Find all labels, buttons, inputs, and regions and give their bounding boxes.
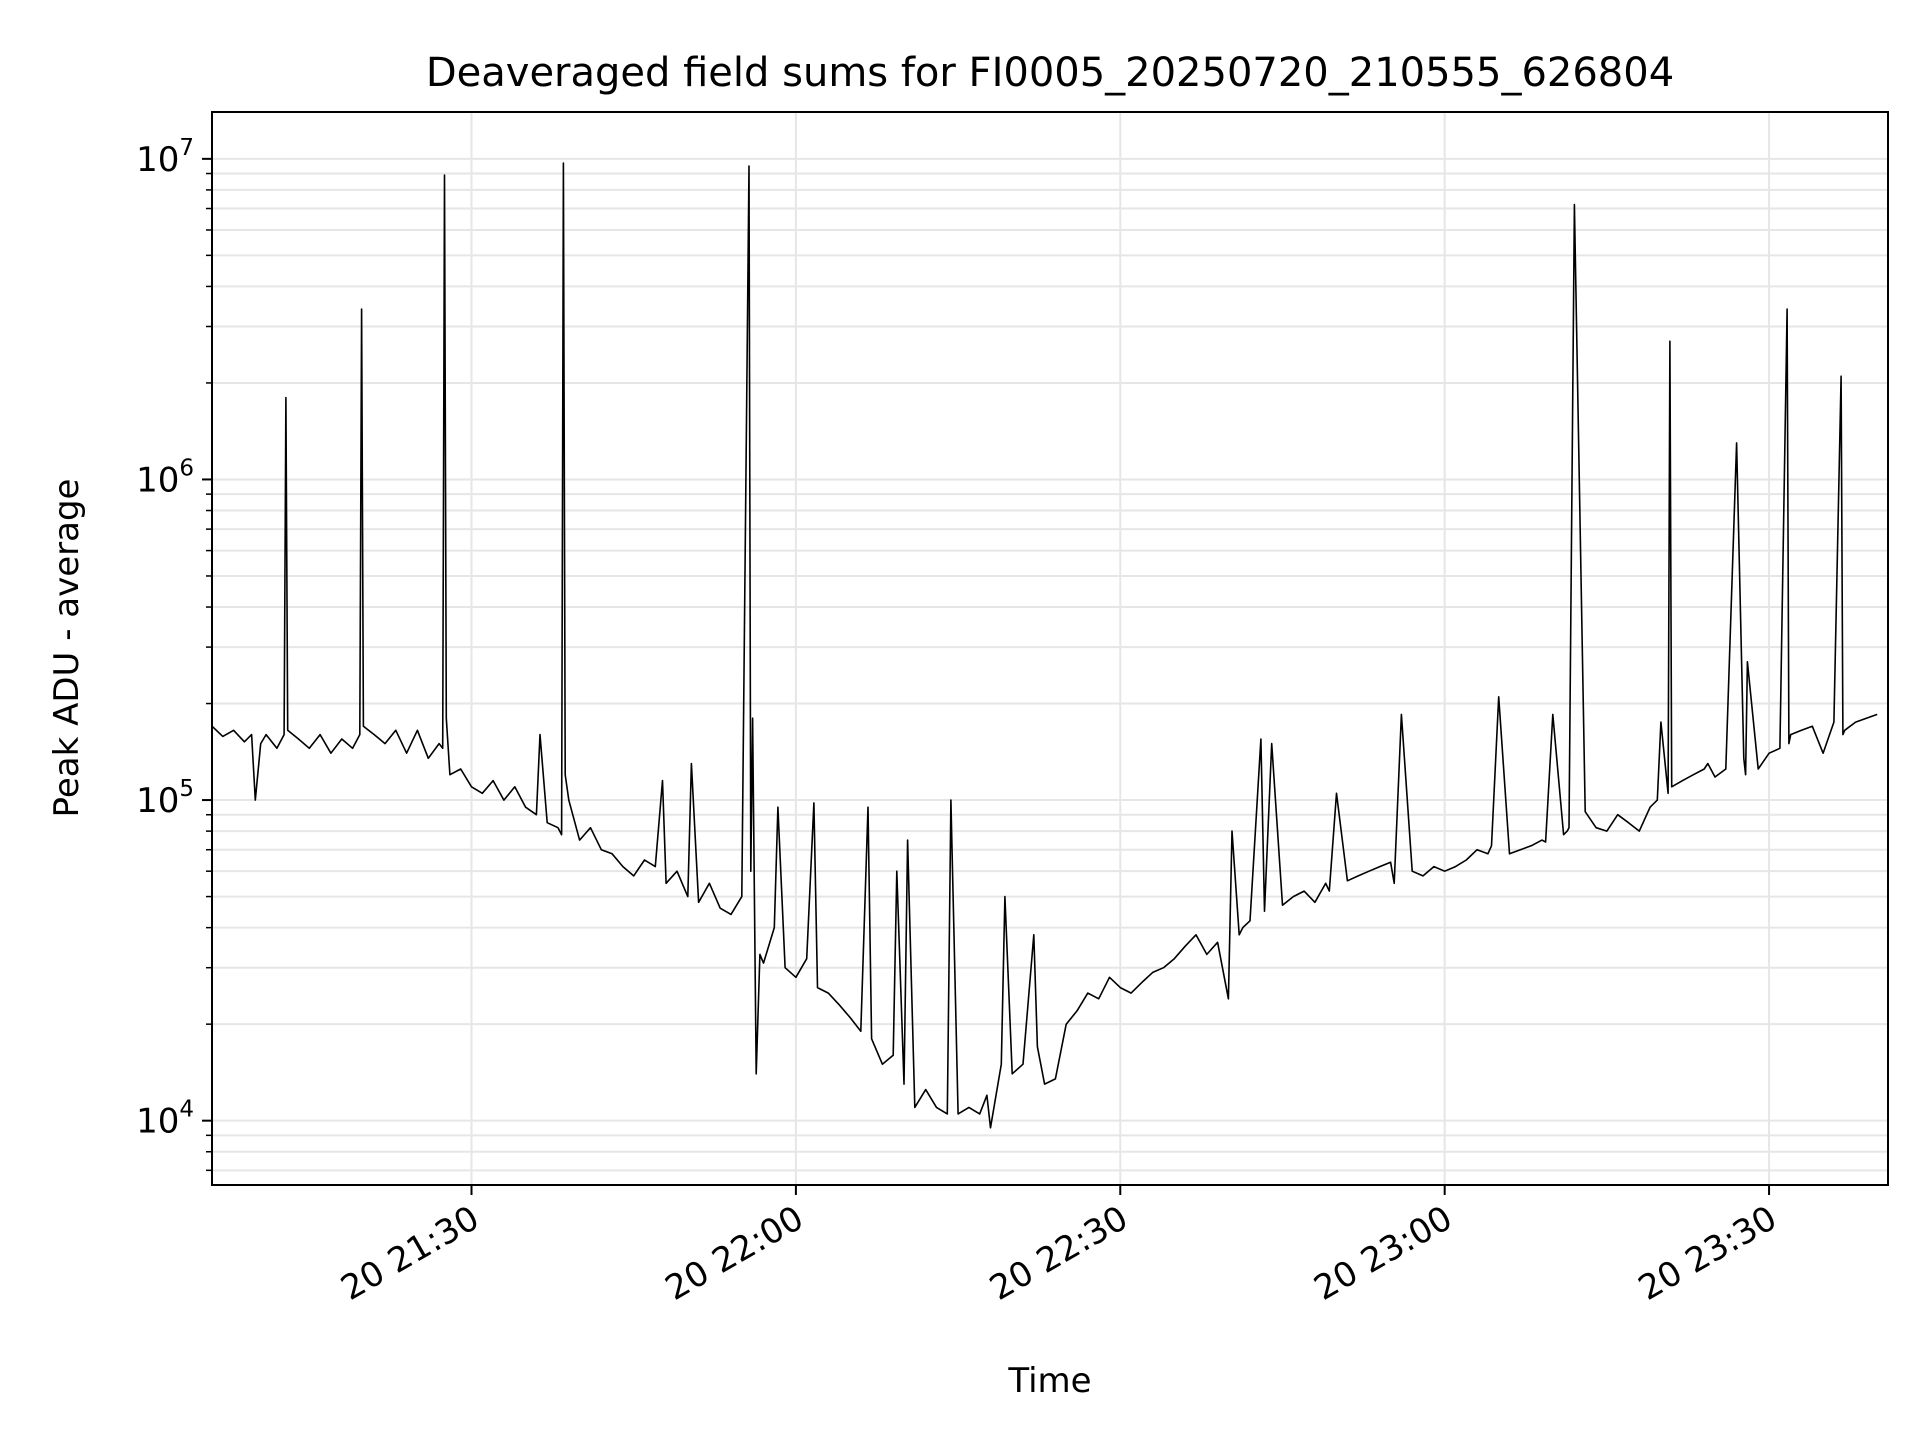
- y-axis: 104 105 106 107: [136, 135, 212, 1172]
- plot-frame: [211, 111, 1889, 1186]
- grid: [212, 112, 1888, 1185]
- x-axis-label: Time: [1007, 1361, 1091, 1401]
- y-tick-label: 104: [136, 1097, 194, 1142]
- y-tick-label: 106: [136, 455, 194, 500]
- chart-title: Deaveraged field sums for FI0005_2025072…: [426, 50, 1674, 96]
- y-tick-label: 107: [136, 135, 194, 180]
- y-tick-label: 105: [136, 776, 194, 821]
- y-axis-label: Peak ADU - average: [47, 479, 87, 818]
- series-line: [211, 162, 1878, 1129]
